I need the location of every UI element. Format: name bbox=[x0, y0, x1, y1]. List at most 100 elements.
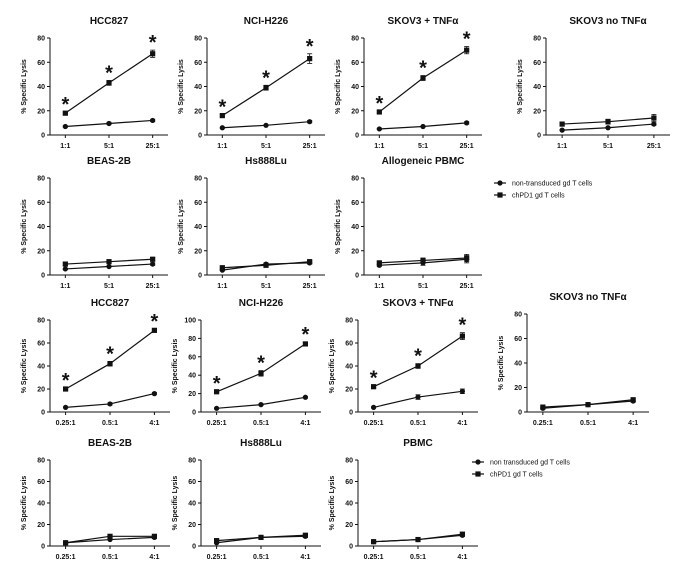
significance-star: * bbox=[375, 93, 383, 115]
data-point-square bbox=[630, 397, 636, 403]
x-tick-label: 0.5:1 bbox=[410, 554, 426, 561]
y-tick-label: 20 bbox=[345, 522, 353, 529]
chart-panel-nci-h226: NCI-H226 0 20 40 60 80 100 0.25:1 0.5:1 4:1 % Spec… bbox=[172, 298, 321, 427]
data-point-square bbox=[62, 110, 68, 116]
data-point-square bbox=[106, 259, 112, 265]
chart-title: Allogeneic PBMC bbox=[382, 156, 465, 167]
data-point-square bbox=[258, 370, 264, 376]
data-point-circle bbox=[214, 405, 220, 411]
y-axis-label: % Specific Lysis bbox=[178, 199, 185, 254]
chpd1-series bbox=[62, 256, 156, 267]
y-axis-label: % Specific Lysis bbox=[329, 339, 336, 394]
x-tick-label: 4:1 bbox=[457, 554, 467, 561]
legend-label: non transduced gd T cells bbox=[490, 460, 570, 467]
data-point-circle bbox=[371, 404, 377, 410]
chart-title: SKOV3 no TNFα bbox=[549, 292, 627, 303]
legend-marker-square bbox=[497, 192, 503, 198]
data-point-square bbox=[263, 85, 269, 91]
non-transduced-series bbox=[62, 261, 156, 272]
y-tick-label: 40 bbox=[37, 84, 45, 91]
data-point-square bbox=[106, 80, 112, 86]
data-point-square bbox=[459, 333, 465, 339]
x-tick-label: 1:1 bbox=[374, 143, 384, 150]
y-tick-label: 0 bbox=[41, 133, 45, 140]
data-point-square bbox=[420, 257, 426, 264]
data-point-square bbox=[651, 115, 657, 121]
legend-label: non-transduced gd T cells bbox=[512, 181, 593, 188]
y-axis-label: % Specific Lysis bbox=[517, 59, 524, 114]
y-tick-label: 60 bbox=[188, 479, 196, 486]
chart-panel-hs888lu: Hs888Lu 0 20 40 60 80 1:1 5:1 25:1 % Specific Lys… bbox=[178, 156, 325, 290]
y-tick-label: 60 bbox=[37, 60, 45, 67]
y-tick-label: 20 bbox=[194, 248, 202, 255]
chart-panel-skov3-no-tnf-: SKOV3 no TNFα 0 20 40 60 80 1:1 5:1 25:1 % Specif… bbox=[517, 16, 670, 150]
y-tick-label: 20 bbox=[533, 108, 541, 115]
data-point-square bbox=[415, 363, 421, 369]
x-tick-label: 4:1 bbox=[300, 420, 310, 427]
chart-panel-beas-2b: BEAS-2B 0 20 40 60 80 1:1 5:1 25:1 % Specific Lys… bbox=[21, 156, 168, 290]
y-tick-label: 40 bbox=[514, 361, 522, 368]
chart-title: NCI-H226 bbox=[239, 298, 284, 309]
data-point-circle bbox=[459, 388, 465, 394]
significance-star: * bbox=[213, 373, 221, 395]
chpd1-series bbox=[63, 533, 157, 546]
y-tick-label: 20 bbox=[351, 248, 359, 255]
x-tick-label: 0.5:1 bbox=[253, 554, 269, 561]
x-tick-label: 0.25:1 bbox=[207, 554, 227, 561]
significance-star: * bbox=[257, 353, 265, 375]
y-tick-label: 40 bbox=[188, 501, 196, 508]
data-point-square bbox=[214, 389, 220, 395]
y-tick-label: 80 bbox=[37, 176, 45, 183]
x-tick-label: 0.25:1 bbox=[533, 420, 553, 427]
data-point-square bbox=[263, 262, 269, 268]
data-point-square bbox=[302, 532, 308, 538]
y-tick-label: 80 bbox=[37, 318, 45, 325]
chart-title: PBMC bbox=[403, 438, 432, 449]
significance-star: * bbox=[302, 324, 310, 346]
legend: non-transduced gd T cells chPD1 gd T cell… bbox=[494, 180, 593, 200]
data-point-square bbox=[302, 341, 308, 347]
y-tick-label: 20 bbox=[194, 108, 202, 115]
data-point-square bbox=[307, 259, 313, 265]
y-tick-label: 40 bbox=[533, 84, 541, 91]
x-tick-label: 25:1 bbox=[303, 143, 317, 150]
data-point-square bbox=[420, 75, 426, 81]
y-tick-label: 60 bbox=[37, 341, 45, 348]
y-tick-label: 60 bbox=[514, 336, 522, 343]
x-tick-label: 5:1 bbox=[104, 143, 114, 150]
significance-star: * bbox=[218, 96, 226, 118]
y-tick-label: 0 bbox=[537, 133, 541, 140]
data-point-square bbox=[214, 538, 220, 544]
y-tick-label: 60 bbox=[37, 200, 45, 207]
y-tick-label: 0 bbox=[349, 410, 353, 417]
y-tick-label: 60 bbox=[188, 354, 196, 361]
data-point-square bbox=[107, 361, 113, 367]
data-point-square bbox=[605, 119, 611, 125]
legend-marker-circle bbox=[475, 459, 481, 465]
significance-star: * bbox=[262, 67, 270, 89]
chart-title: HCC827 bbox=[90, 16, 129, 27]
y-tick-label: 60 bbox=[533, 60, 541, 67]
x-tick-label: 0.5:1 bbox=[580, 420, 596, 427]
y-tick-label: 80 bbox=[37, 458, 45, 465]
x-tick-label: 1:1 bbox=[557, 143, 567, 150]
y-tick-label: 40 bbox=[37, 224, 45, 231]
x-tick-label: 1:1 bbox=[60, 143, 70, 150]
data-point-square bbox=[63, 540, 69, 546]
chpd1-series bbox=[371, 332, 465, 390]
x-tick-label: 25:1 bbox=[146, 143, 160, 150]
y-tick-label: 0 bbox=[198, 273, 202, 280]
non-transduced-series bbox=[219, 119, 313, 131]
chpd1-series bbox=[371, 531, 465, 545]
y-axis-label: % Specific Lysis bbox=[178, 59, 185, 114]
data-point-circle bbox=[302, 394, 308, 400]
chpd1-series bbox=[376, 46, 470, 115]
data-point-square bbox=[307, 56, 313, 62]
y-tick-label: 80 bbox=[37, 36, 45, 43]
y-tick-label: 0 bbox=[518, 410, 522, 417]
data-point-square bbox=[464, 255, 470, 261]
y-tick-label: 80 bbox=[351, 176, 359, 183]
y-tick-label: 20 bbox=[188, 522, 196, 529]
chart-title: BEAS-2B bbox=[87, 156, 131, 167]
y-tick-label: 20 bbox=[351, 108, 359, 115]
